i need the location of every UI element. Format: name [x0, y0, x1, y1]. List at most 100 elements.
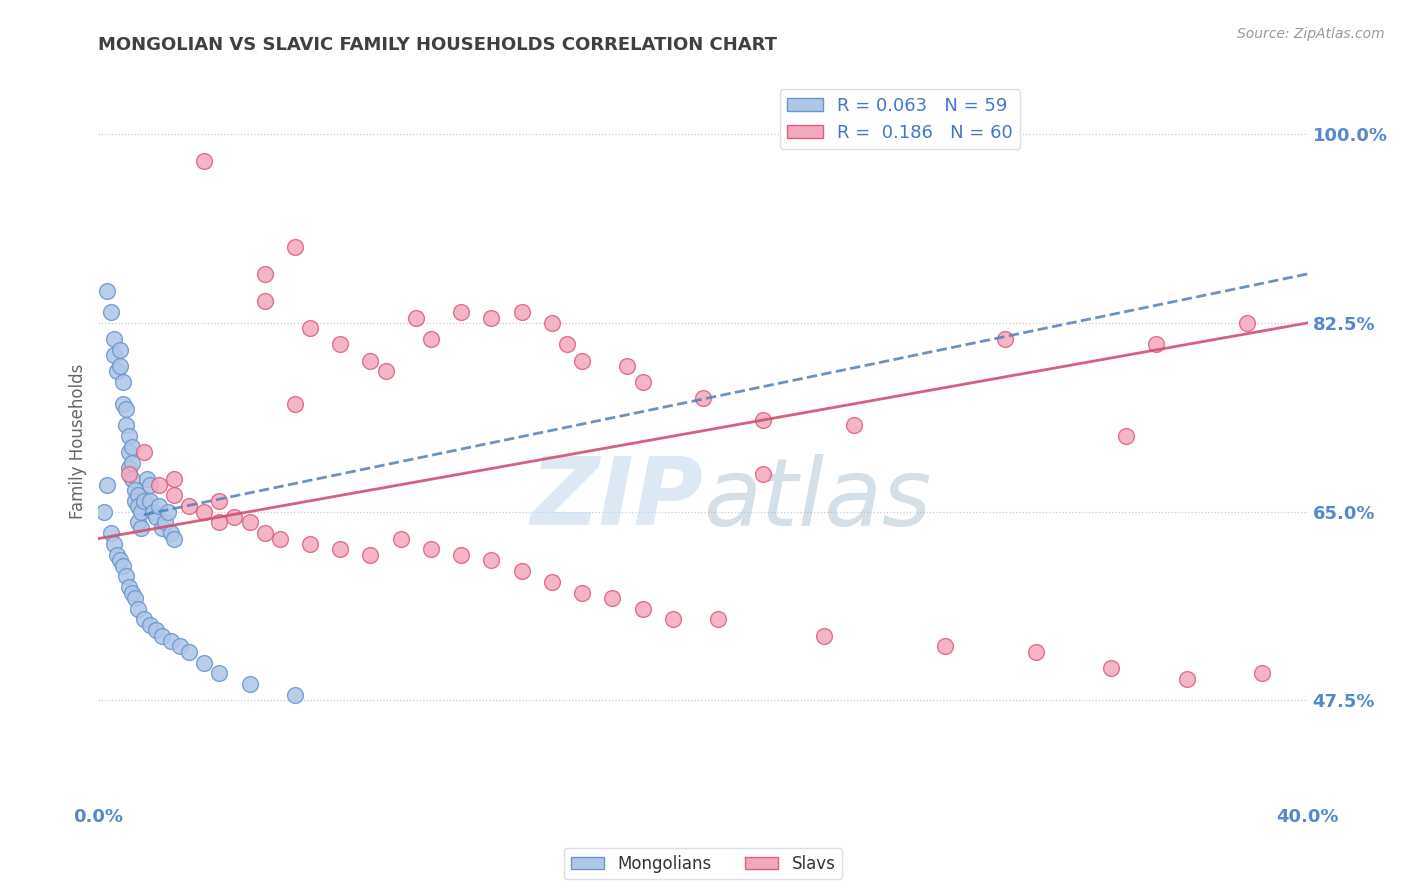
- Point: [160, 634, 183, 648]
- Point: [179, 500, 201, 514]
- Point: [127, 488, 149, 502]
- Point: [571, 585, 593, 599]
- Point: [148, 500, 170, 514]
- Point: [269, 532, 291, 546]
- Point: [1236, 316, 1258, 330]
- Point: [108, 359, 131, 373]
- Point: [127, 516, 149, 530]
- Point: [163, 532, 186, 546]
- Point: [420, 332, 443, 346]
- Point: [450, 548, 472, 562]
- Point: [129, 521, 152, 535]
- Point: [96, 477, 118, 491]
- Point: [132, 445, 155, 459]
- Point: [148, 477, 170, 491]
- Point: [127, 601, 149, 615]
- Point: [111, 558, 134, 573]
- Point: [163, 472, 186, 486]
- Point: [1099, 661, 1122, 675]
- Point: [163, 488, 186, 502]
- Point: [360, 353, 382, 368]
- Point: [934, 640, 956, 654]
- Point: [510, 564, 533, 578]
- Point: [253, 294, 276, 309]
- Point: [156, 505, 179, 519]
- Point: [150, 521, 173, 535]
- Point: [1146, 337, 1168, 351]
- Point: [555, 337, 578, 351]
- Point: [124, 591, 146, 605]
- Point: [118, 429, 141, 443]
- Point: [239, 677, 262, 691]
- Point: [299, 537, 322, 551]
- Point: [153, 516, 176, 530]
- Point: [111, 397, 134, 411]
- Point: [571, 353, 593, 368]
- Point: [540, 574, 562, 589]
- Point: [208, 516, 231, 530]
- Point: [224, 510, 246, 524]
- Text: ZIP: ZIP: [530, 453, 703, 545]
- Point: [124, 493, 146, 508]
- Point: [193, 154, 215, 169]
- Point: [179, 645, 201, 659]
- Point: [752, 467, 775, 481]
- Point: [127, 500, 149, 514]
- Point: [616, 359, 638, 373]
- Point: [193, 656, 215, 670]
- Point: [481, 310, 503, 325]
- Point: [994, 332, 1017, 346]
- Point: [1175, 672, 1198, 686]
- Point: [93, 505, 115, 519]
- Point: [284, 240, 307, 254]
- Point: [813, 629, 835, 643]
- Point: [707, 612, 730, 626]
- Point: [208, 493, 231, 508]
- Point: [111, 376, 134, 390]
- Point: [103, 348, 125, 362]
- Point: [450, 305, 472, 319]
- Point: [118, 445, 141, 459]
- Y-axis label: Family Households: Family Households: [69, 364, 87, 519]
- Point: [329, 542, 352, 557]
- Point: [103, 537, 125, 551]
- Point: [121, 585, 143, 599]
- Point: [253, 268, 276, 282]
- Point: [139, 618, 162, 632]
- Point: [100, 526, 122, 541]
- Point: [121, 440, 143, 454]
- Point: [96, 284, 118, 298]
- Point: [661, 612, 683, 626]
- Point: [100, 305, 122, 319]
- Point: [299, 321, 322, 335]
- Point: [121, 456, 143, 470]
- Point: [142, 505, 165, 519]
- Point: [169, 640, 191, 654]
- Point: [329, 337, 352, 351]
- Point: [150, 629, 173, 643]
- Point: [510, 305, 533, 319]
- Point: [208, 666, 231, 681]
- Point: [118, 467, 141, 481]
- Point: [284, 397, 307, 411]
- Point: [692, 392, 714, 406]
- Text: Source: ZipAtlas.com: Source: ZipAtlas.com: [1237, 27, 1385, 41]
- Text: atlas: atlas: [703, 454, 931, 545]
- Point: [118, 461, 141, 475]
- Point: [631, 601, 654, 615]
- Legend: R = 0.063   N = 59, R =  0.186   N = 60: R = 0.063 N = 59, R = 0.186 N = 60: [780, 89, 1021, 149]
- Point: [160, 526, 183, 541]
- Point: [105, 548, 128, 562]
- Point: [481, 553, 503, 567]
- Point: [121, 472, 143, 486]
- Point: [540, 316, 562, 330]
- Point: [374, 364, 396, 378]
- Point: [1251, 666, 1274, 681]
- Point: [114, 418, 136, 433]
- Point: [139, 477, 162, 491]
- Point: [145, 510, 167, 524]
- Point: [193, 505, 215, 519]
- Point: [420, 542, 443, 557]
- Point: [124, 483, 146, 497]
- Text: MONGOLIAN VS SLAVIC FAMILY HOUSEHOLDS CORRELATION CHART: MONGOLIAN VS SLAVIC FAMILY HOUSEHOLDS CO…: [98, 36, 778, 54]
